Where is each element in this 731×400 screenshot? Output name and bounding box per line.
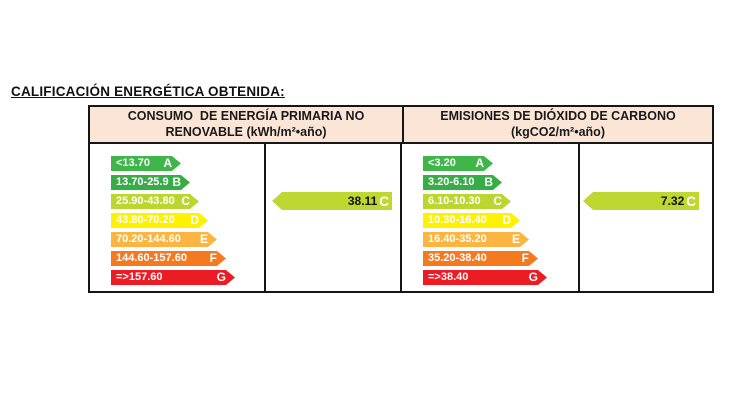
energy-rating-table: CONSUMO DE ENERGÍA PRIMARIA NO RENOVABLE… bbox=[88, 105, 714, 293]
scale-arrow-d: 43.80-70.20 D bbox=[111, 213, 208, 228]
scale-grade-letter: G bbox=[528, 270, 538, 284]
scale-range-label: 13.70-25.9 bbox=[116, 176, 169, 188]
consumo-result-value: 38.11 bbox=[347, 194, 378, 208]
emisiones-result-arrow: 7.32 C bbox=[583, 192, 699, 210]
emisiones-result-grade: C bbox=[686, 193, 696, 209]
scale-arrow-a: <3.20 A bbox=[423, 156, 493, 171]
emisiones-result-value: 7.32 bbox=[660, 194, 685, 208]
scale-arrow-e: 70.20-144.60 E bbox=[111, 232, 217, 247]
consumo-result-cell: 38.11 C bbox=[266, 144, 402, 291]
scale-arrow-e: 16.40-35.20 E bbox=[423, 232, 529, 247]
scale-range-label: 144.60-157.60 bbox=[116, 252, 187, 264]
emisiones-scale: <3.20 A 3.20-6.10 B 6.10-10.30 C 10.30-16.40 D 1… bbox=[402, 144, 580, 291]
scale-arrow-d: 10.30-16.40 D bbox=[423, 213, 520, 228]
consumo-result-arrow: 38.11 C bbox=[272, 192, 392, 210]
table-header-row: CONSUMO DE ENERGÍA PRIMARIA NO RENOVABLE… bbox=[90, 107, 712, 144]
scale-range-label: 70.20-144.60 bbox=[116, 233, 181, 245]
scale-grade-letter: F bbox=[209, 251, 217, 265]
header-consumo-line1: CONSUMO DE ENERGÍA PRIMARIA NO bbox=[127, 109, 365, 123]
page-title: CALIFICACIÓN ENERGÉTICA OBTENIDA: bbox=[11, 84, 285, 99]
scale-grade-letter: E bbox=[199, 232, 208, 246]
scale-grade-letter: G bbox=[216, 270, 226, 284]
scale-grade-letter: C bbox=[493, 194, 502, 208]
scale-arrow-g: =>38.40 G bbox=[423, 270, 547, 285]
scale-arrow-g: =>157.60 G bbox=[111, 270, 235, 285]
consumo-result-grade: C bbox=[379, 193, 389, 209]
table-body-row: <13.70 A 13.70-25.9 B 25.90-43.80 C 43.80-70.2… bbox=[90, 144, 712, 291]
header-emisiones-line2: (kgCO2/m²•año) bbox=[511, 124, 605, 139]
scale-arrow-c: 6.10-10.30 C bbox=[423, 194, 511, 209]
scale-range-label: 25.90-43.80 bbox=[116, 195, 175, 207]
header-emisiones-line1: EMISIONES DE DIÓXIDO DE CARBONO bbox=[440, 109, 676, 123]
scale-grade-letter: E bbox=[511, 232, 520, 246]
consumo-scale: <13.70 A 13.70-25.9 B 25.90-43.80 C 43.80-70.2… bbox=[90, 144, 266, 291]
scale-range-label: 43.80-70.20 bbox=[116, 214, 175, 226]
scale-arrow-f: 144.60-157.60 F bbox=[111, 251, 226, 266]
scale-arrow-f: 35.20-38.40 F bbox=[423, 251, 538, 266]
scale-arrow-a: <13.70 A bbox=[111, 156, 181, 171]
scale-range-label: 16.40-35.20 bbox=[428, 233, 487, 245]
header-consumo-line2: RENOVABLE (kWh/m²•año) bbox=[165, 124, 327, 139]
scale-grade-letter: A bbox=[163, 156, 172, 170]
scale-range-label: <13.70 bbox=[116, 157, 150, 169]
scale-range-label: 10.30-16.40 bbox=[428, 214, 487, 226]
scale-arrow-b: 13.70-25.9 B bbox=[111, 175, 190, 190]
scale-range-label: <3.20 bbox=[428, 157, 456, 169]
header-consumo: CONSUMO DE ENERGÍA PRIMARIA NO RENOVABLE… bbox=[90, 107, 404, 142]
scale-range-label: 6.10-10.30 bbox=[428, 195, 481, 207]
scale-arrow-c: 25.90-43.80 C bbox=[111, 194, 199, 209]
emisiones-result-cell: 7.32 C bbox=[580, 144, 712, 291]
scale-range-label: 3.20-6.10 bbox=[428, 176, 475, 188]
scale-grade-letter: F bbox=[521, 251, 529, 265]
scale-grade-letter: D bbox=[190, 213, 199, 227]
scale-range-label: =>157.60 bbox=[116, 271, 163, 283]
header-emisiones: EMISIONES DE DIÓXIDO DE CARBONO (kgCO2/m… bbox=[404, 107, 712, 142]
scale-grade-letter: B bbox=[172, 175, 181, 189]
scale-grade-letter: C bbox=[181, 194, 190, 208]
scale-grade-letter: A bbox=[475, 156, 484, 170]
scale-grade-letter: B bbox=[484, 175, 493, 189]
scale-range-label: =>38.40 bbox=[428, 271, 469, 283]
scale-grade-letter: D bbox=[502, 213, 511, 227]
scale-range-label: 35.20-38.40 bbox=[428, 252, 487, 264]
scale-arrow-b: 3.20-6.10 B bbox=[423, 175, 502, 190]
